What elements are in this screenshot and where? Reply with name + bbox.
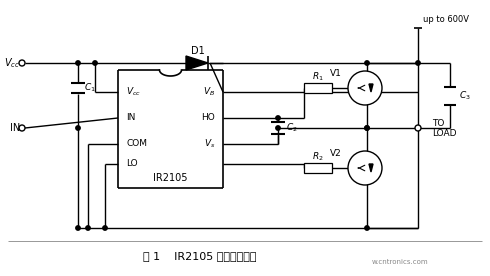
Circle shape xyxy=(103,226,107,230)
Text: LOAD: LOAD xyxy=(432,129,457,137)
Circle shape xyxy=(76,61,80,65)
Circle shape xyxy=(19,125,25,131)
Bar xyxy=(304,163,332,173)
Polygon shape xyxy=(186,56,208,70)
Circle shape xyxy=(348,71,382,105)
Circle shape xyxy=(365,61,369,65)
Circle shape xyxy=(365,226,369,230)
Circle shape xyxy=(76,126,80,130)
Polygon shape xyxy=(369,84,373,92)
Text: $C_2$: $C_2$ xyxy=(286,122,298,134)
Text: $V_{cc}$: $V_{cc}$ xyxy=(4,56,20,70)
Text: HO: HO xyxy=(201,113,215,123)
Text: $V_s$: $V_s$ xyxy=(204,138,215,150)
Text: $R_1$: $R_1$ xyxy=(312,71,324,83)
Circle shape xyxy=(276,126,280,130)
Text: IN: IN xyxy=(10,123,20,133)
Text: up to 600V: up to 600V xyxy=(423,15,469,25)
Circle shape xyxy=(93,61,97,65)
Circle shape xyxy=(19,60,25,66)
Circle shape xyxy=(86,226,90,230)
Circle shape xyxy=(415,125,421,131)
Circle shape xyxy=(365,126,369,130)
Circle shape xyxy=(416,61,420,65)
Bar xyxy=(304,83,332,93)
Text: LO: LO xyxy=(126,160,138,169)
Text: $R_2$: $R_2$ xyxy=(312,151,324,163)
Circle shape xyxy=(276,116,280,120)
Text: IR2105: IR2105 xyxy=(153,173,188,183)
Text: IN: IN xyxy=(126,113,135,123)
Polygon shape xyxy=(369,164,373,172)
Text: $C_1$: $C_1$ xyxy=(84,82,96,94)
Circle shape xyxy=(348,151,382,185)
Text: 图 1    IR2105 的非隔离驱动: 图 1 IR2105 的非隔离驱动 xyxy=(143,251,257,261)
Circle shape xyxy=(365,126,369,130)
Circle shape xyxy=(416,126,420,130)
Text: w.cntronics.com: w.cntronics.com xyxy=(372,259,428,265)
Text: TO: TO xyxy=(432,118,444,128)
Text: V1: V1 xyxy=(330,68,342,78)
Text: $V_B$: $V_B$ xyxy=(203,86,215,98)
Text: $V_{cc}$: $V_{cc}$ xyxy=(126,86,141,98)
Text: COM: COM xyxy=(126,139,147,148)
Text: D1: D1 xyxy=(191,46,205,56)
Circle shape xyxy=(76,226,80,230)
Text: V2: V2 xyxy=(330,148,342,158)
Text: $C_3$: $C_3$ xyxy=(459,89,471,102)
